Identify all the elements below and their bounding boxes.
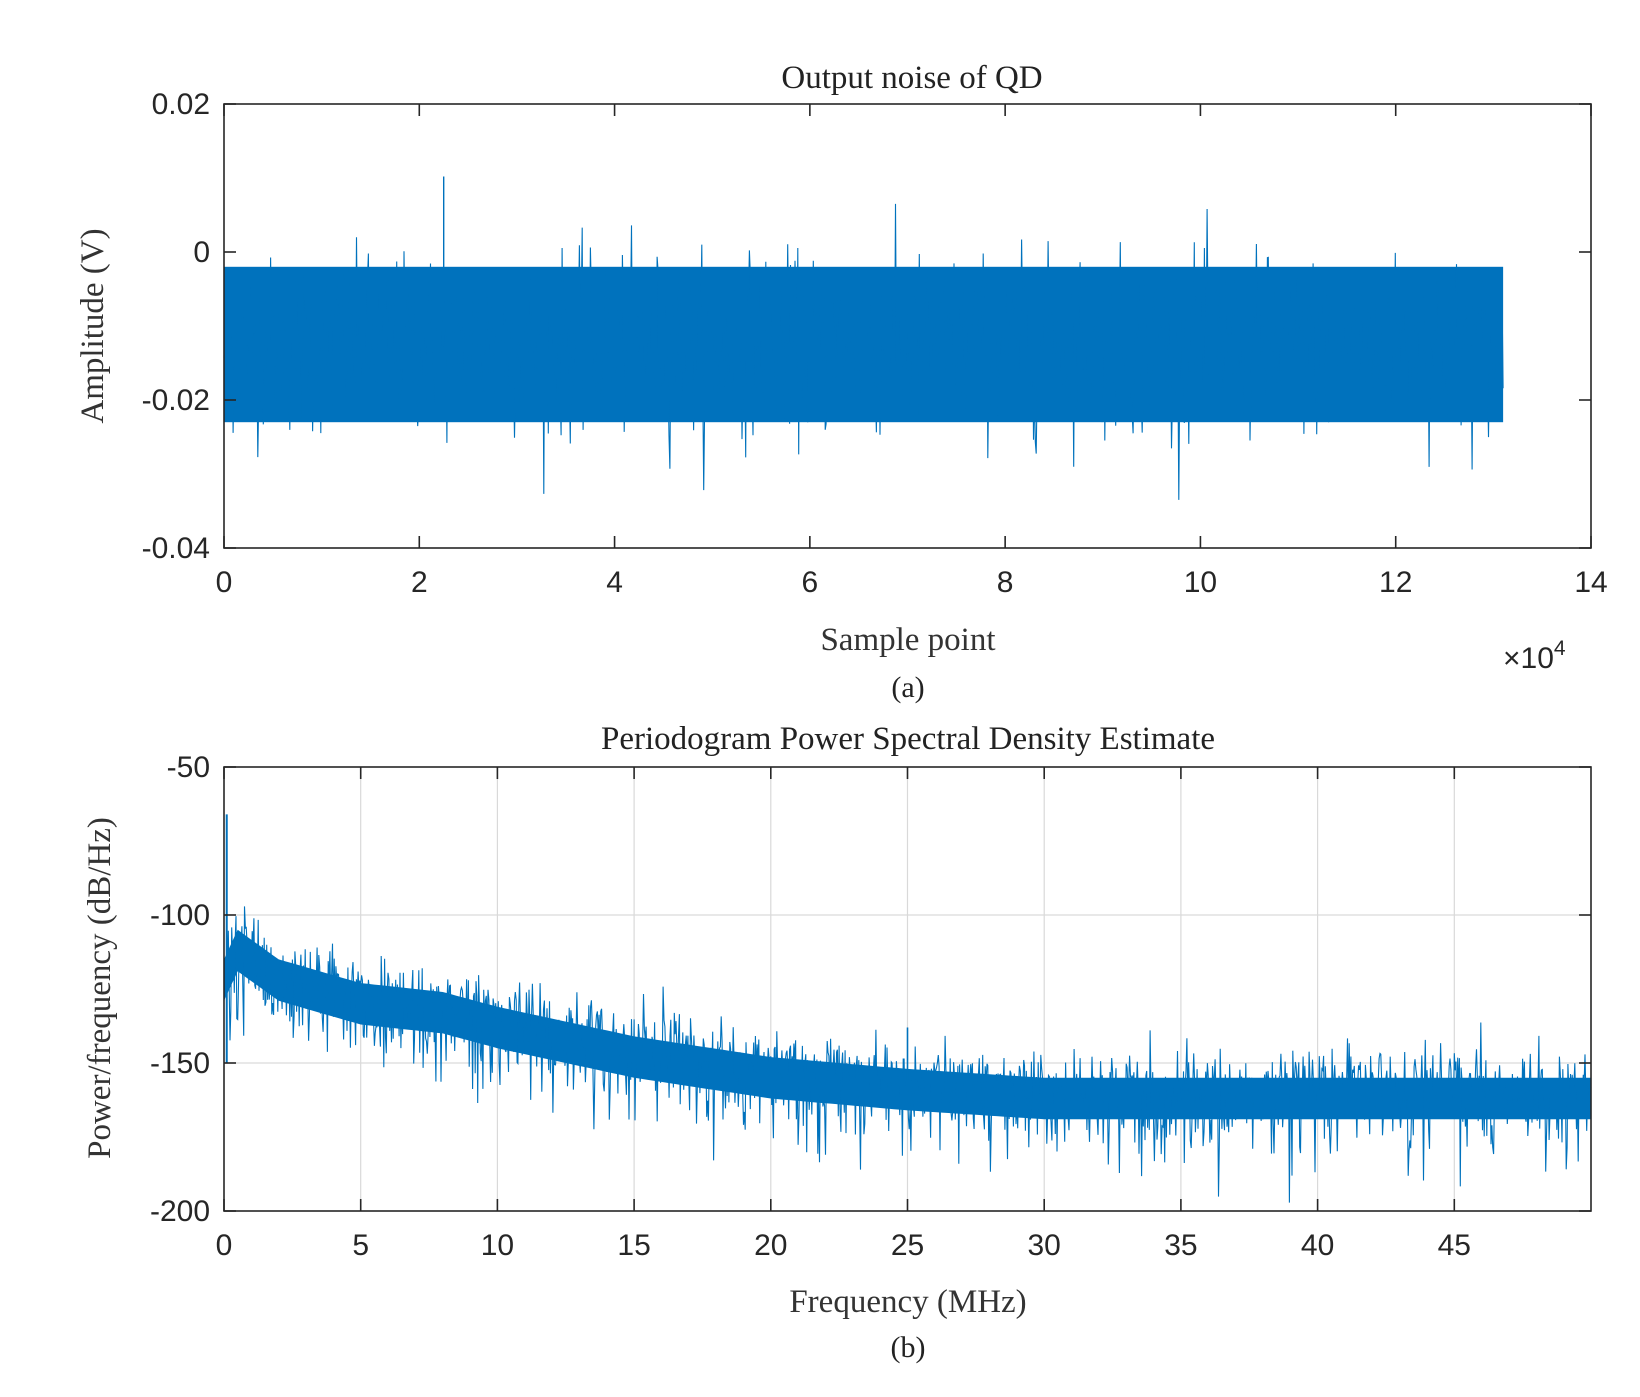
panel-b-xtick-label: 35 [1164, 1229, 1197, 1262]
panel-b-xtick-label: 40 [1301, 1229, 1334, 1262]
panel-a-caption: (a) [891, 671, 924, 704]
panel-b-xtick-label: 25 [891, 1229, 924, 1262]
panel-a-ytick-label: -0.04 [142, 532, 210, 565]
panel-b-ticks: 0 5 10 15 20 25 30 35 40 45 -200 -150 -100 -50 [150, 751, 1591, 1262]
panel-b-ylabel: Power/frequency (dB/Hz) [82, 817, 118, 1159]
panel-a-x-exponent-base: ×10 [1503, 642, 1554, 675]
panel-b-xtick-label: 10 [481, 1229, 514, 1262]
panel-a-xtick-label: 8 [997, 566, 1014, 599]
panel-a-xtick-label: 12 [1379, 566, 1412, 599]
panel-a-x-exponent-power: 4 [1554, 637, 1566, 660]
panel-a-title: Output noise of QD [781, 60, 1042, 96]
panel-a-axes-box [223, 103, 1592, 549]
panel-a-xtick-label: 2 [411, 566, 428, 599]
panel-a-ytick-label: 0 [193, 236, 210, 269]
panel-a-xtick-label: 0 [216, 566, 233, 599]
panel-b-xtick-label: 5 [352, 1229, 369, 1262]
panel-b-xtick-label: 20 [754, 1229, 787, 1262]
panel-a-x-exponent: ×104 [1503, 637, 1566, 675]
panel-b-ytick-label: -150 [150, 1047, 210, 1080]
panel-b-psd-line [223, 906, 1592, 1203]
panel-b: Periodogram Power Spectral Density Estim… [82, 721, 1592, 1364]
panel-a-noise-line [223, 203, 1504, 500]
panel-b-plot-area [223, 814, 1592, 1203]
panel-a-ytick-label: 0.02 [152, 88, 210, 121]
panel-a: Output noise of QD 0 2 4 6 8 10 12 14 -0.04 -0.02… [75, 60, 1608, 704]
panel-a-xtick-label: 4 [606, 566, 623, 599]
panel-a-xtick-label: 6 [802, 566, 819, 599]
panel-a-ylabel: Amplitude (V) [75, 228, 111, 423]
panel-a-xtick-label: 14 [1574, 566, 1607, 599]
panel-a-ticks: 0 2 4 6 8 10 12 14 -0.04 -0.02 0 0.02 [142, 88, 1608, 599]
panel-b-xtick-label: 30 [1028, 1229, 1061, 1262]
panel-b-ytick-label: -200 [150, 1195, 210, 1228]
panel-b-ytick-label: -50 [167, 751, 210, 784]
panel-b-xtick-label: 45 [1438, 1229, 1471, 1262]
panel-a-ytick-label: -0.02 [142, 384, 210, 417]
panel-b-title: Periodogram Power Spectral Density Estim… [601, 721, 1215, 757]
panel-b-xlabel: Frequency (MHz) [789, 1284, 1026, 1320]
panel-b-xtick-label: 0 [216, 1229, 233, 1262]
panel-b-xtick-label: 15 [617, 1229, 650, 1262]
panel-a-plot-area [223, 176, 1504, 500]
panel-b-caption: (b) [891, 1331, 926, 1364]
panel-a-xtick-label: 10 [1184, 566, 1217, 599]
panel-a-xlabel: Sample point [820, 622, 995, 658]
panel-b-ytick-label: -100 [150, 899, 210, 932]
panel-b-grid [224, 767, 1591, 1211]
